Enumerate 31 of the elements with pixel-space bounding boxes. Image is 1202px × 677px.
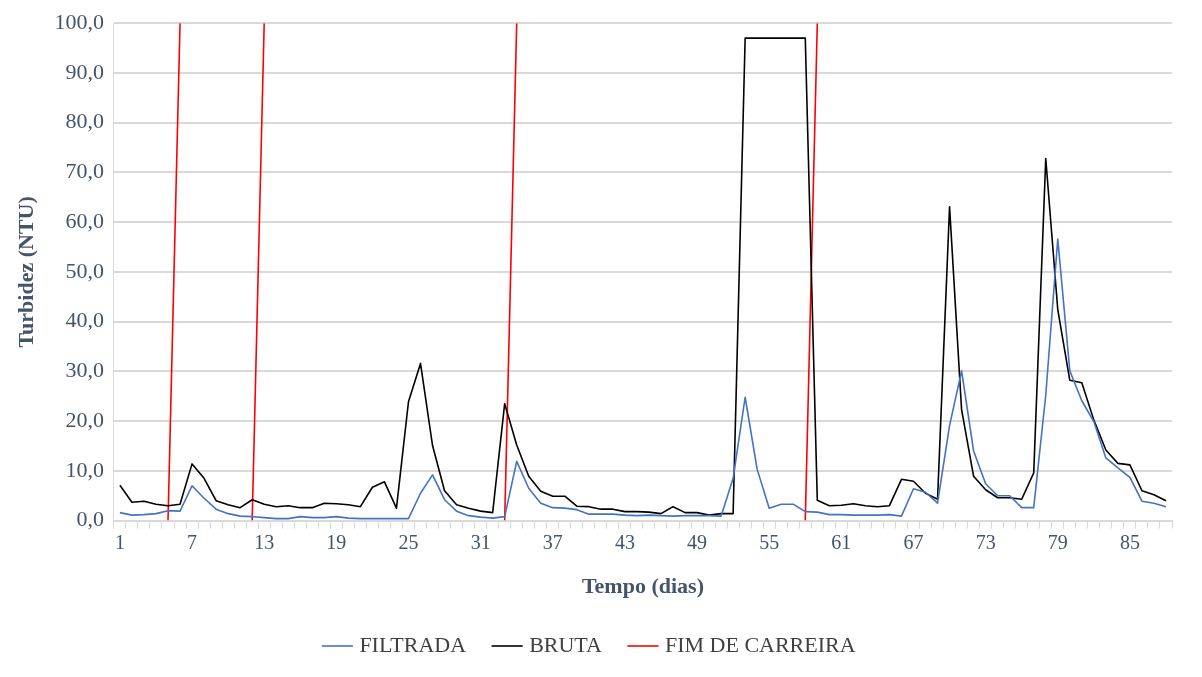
x-tick-label: 85 xyxy=(1119,530,1140,553)
y-tick-label: 0,0 xyxy=(76,506,104,532)
y-tick-label: 30,0 xyxy=(65,357,104,383)
x-tick-label: 67 xyxy=(903,530,924,553)
y-tick-label: 40,0 xyxy=(65,307,104,333)
y-tick-label: 70,0 xyxy=(65,158,104,184)
legend-label: BRUTA xyxy=(529,631,603,657)
x-tick-label: 19 xyxy=(326,530,347,553)
y-tick-label: 80,0 xyxy=(65,108,104,134)
y-tick-label: 60,0 xyxy=(65,207,104,233)
x-tick-label: 37 xyxy=(542,530,563,553)
y-tick-label: 10,0 xyxy=(65,456,104,482)
y-tick-label: 50,0 xyxy=(65,257,104,283)
x-tick-label: 49 xyxy=(687,530,708,553)
x-tick-label: 1 xyxy=(114,530,125,553)
y-tick-label: 100,0 xyxy=(54,8,104,34)
x-tick-label: 7 xyxy=(187,530,198,553)
x-tick-label: 79 xyxy=(1047,530,1068,553)
x-tick-label: 43 xyxy=(614,530,635,553)
y-tick-label: 20,0 xyxy=(65,406,104,432)
x-tick-label: 25 xyxy=(398,530,419,553)
x-tick-label: 13 xyxy=(254,530,275,553)
x-tick-label: 61 xyxy=(831,530,852,553)
x-tick-label: 31 xyxy=(470,530,491,553)
x-tick-label: 73 xyxy=(975,530,996,553)
y-tick-label: 90,0 xyxy=(65,58,104,84)
legend-label: FIM DE CARREIRA xyxy=(664,631,856,657)
x-axis-title: Tempo (dias) xyxy=(581,573,704,599)
x-tick-label: 55 xyxy=(759,530,780,553)
legend-label: FILTRADA xyxy=(359,631,467,657)
y-axis-title: Turbidez (NTU) xyxy=(12,196,38,348)
